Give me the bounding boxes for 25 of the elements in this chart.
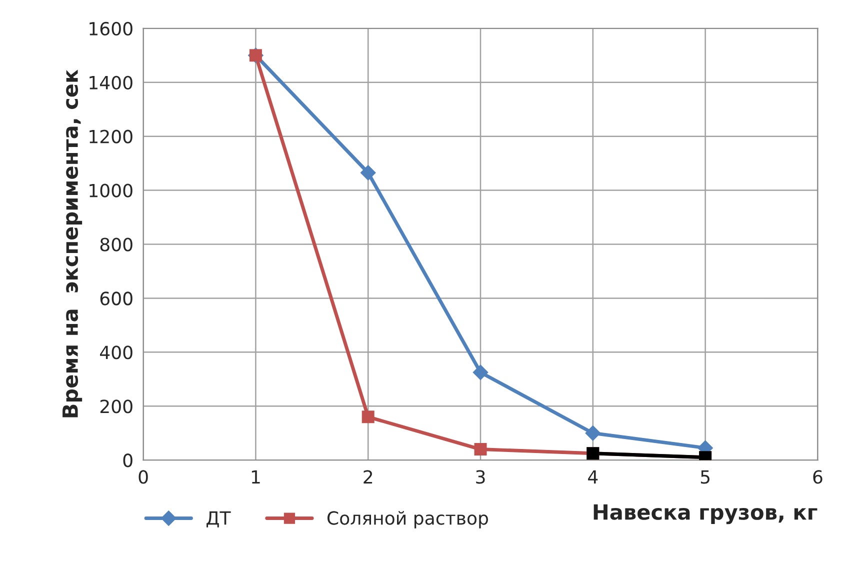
point	[474, 443, 487, 456]
point	[362, 410, 374, 424]
y-tick-label: 1600	[90, 22, 132, 36]
y-tick-label: 400	[100, 346, 132, 360]
x-tick-label: 4	[588, 470, 598, 484]
y-tick-label: 800	[100, 238, 132, 252]
y-tick-label: 0	[123, 454, 132, 468]
point	[472, 364, 488, 380]
x-tick-label: 2	[364, 470, 372, 484]
y-tick-label: 1000	[90, 184, 132, 198]
legend-label: ДТ	[206, 511, 231, 528]
x-tick-label: 1	[252, 470, 260, 484]
point	[360, 165, 376, 180]
y-tick-label: 200	[100, 400, 132, 414]
y-tick-label: 1400	[90, 76, 132, 90]
x-tick-label: 3	[476, 470, 485, 484]
legend-label: Соляной раствор	[327, 510, 488, 528]
x-tick-label: 0	[138, 470, 148, 484]
y-tick-label: 1200	[90, 130, 132, 144]
x-axis-title: Навеска грузов, кг	[594, 504, 818, 524]
point	[585, 426, 600, 441]
x-tick-label: 6	[813, 470, 822, 484]
x-tick-label: 5	[700, 470, 710, 484]
y-tick-label: 600	[100, 292, 132, 306]
y-axis-title: Время на эксперимента, сек	[62, 70, 82, 418]
